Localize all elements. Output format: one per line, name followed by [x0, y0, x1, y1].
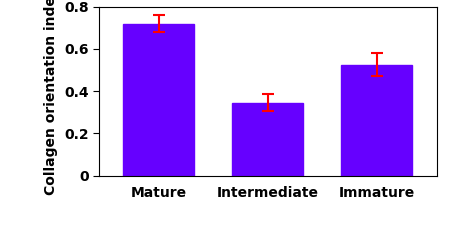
- Bar: [341, 65, 412, 176]
- Y-axis label: Collagen orientation index: Collagen orientation index: [45, 0, 58, 195]
- Bar: [232, 103, 303, 176]
- Bar: [123, 24, 194, 176]
